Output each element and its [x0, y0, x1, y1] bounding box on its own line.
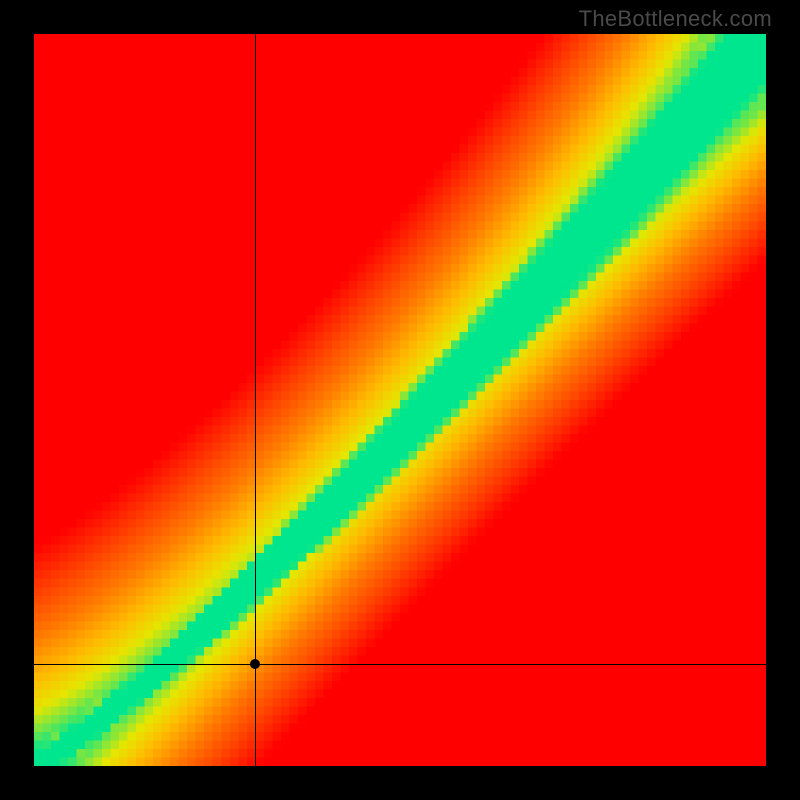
- heatmap-plot: [34, 34, 766, 766]
- crosshair-marker: [250, 659, 260, 669]
- heatmap-canvas: [34, 34, 766, 766]
- crosshair-horizontal: [34, 664, 766, 665]
- crosshair-vertical: [255, 34, 256, 766]
- watermark-text: TheBottleneck.com: [579, 6, 772, 32]
